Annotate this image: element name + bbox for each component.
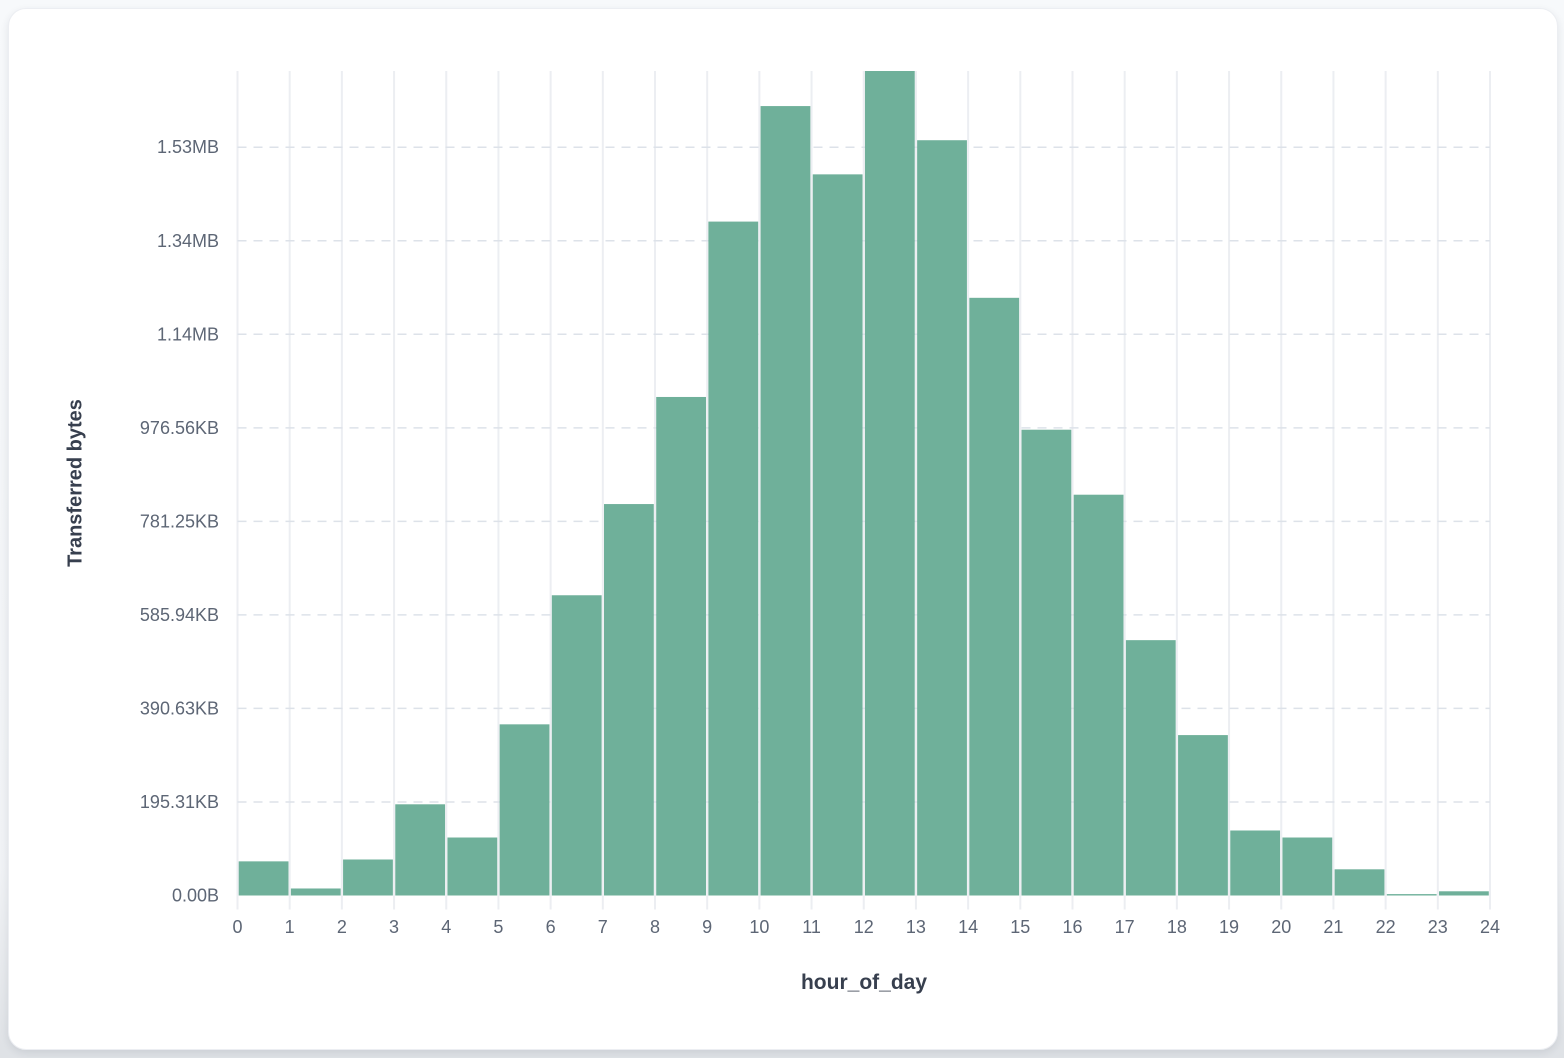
x-tick-label-4: 4 [441, 917, 451, 937]
x-tick-label-16: 16 [1062, 917, 1082, 937]
histogram-bar-hour-15[interactable] [1021, 429, 1072, 896]
x-tick-label-6: 6 [546, 917, 556, 937]
histogram-bar-hour-22[interactable] [1386, 894, 1437, 896]
x-tick-label-20: 20 [1271, 917, 1291, 937]
x-axis-title: hour_of_day [800, 971, 928, 994]
histogram-bar-hour-1[interactable] [290, 888, 341, 896]
y-tick-label-781.25KB: 781.25KB [140, 511, 219, 531]
y-tick-label-976.56KB: 976.56KB [140, 418, 219, 438]
x-tick-label-15: 15 [1010, 917, 1030, 937]
x-tick-label-23: 23 [1428, 917, 1448, 937]
x-tick-label-0: 0 [232, 917, 242, 937]
histogram-bar-hour-10[interactable] [760, 106, 811, 896]
x-tick-label-5: 5 [493, 917, 503, 937]
histogram-bar-hour-2[interactable] [343, 859, 393, 896]
x-tick-label-19: 19 [1219, 917, 1239, 937]
histogram-bar-hour-5[interactable] [499, 724, 550, 896]
histogram-bar-hour-20[interactable] [1282, 837, 1333, 896]
y-tick-label-1.14MB: 1.14MB [157, 324, 219, 344]
histogram-bar-hour-7[interactable] [604, 504, 654, 896]
x-tick-label-24: 24 [1480, 917, 1500, 937]
x-tick-label-3: 3 [389, 917, 399, 937]
x-tick-label-11: 11 [802, 917, 821, 937]
y-tick-label-0.00B: 0.00B [172, 886, 219, 906]
x-tick-label-9: 9 [702, 917, 712, 937]
x-tick-label-14: 14 [958, 917, 978, 937]
histogram-bar-hour-9[interactable] [708, 221, 759, 896]
y-tick-label-195.31KB: 195.31KB [140, 792, 219, 812]
x-tick-label-10: 10 [749, 917, 769, 937]
y-tick-label-585.94KB: 585.94KB [140, 605, 219, 625]
histogram-bar-hour-4[interactable] [447, 837, 498, 896]
y-tick-label-1.53MB: 1.53MB [157, 137, 219, 157]
histogram-bar-hour-18[interactable] [1178, 735, 1228, 896]
histogram-bar-hour-21[interactable] [1334, 869, 1385, 896]
x-tick-label-18: 18 [1167, 917, 1187, 937]
x-tick-label-8: 8 [650, 917, 660, 937]
histogram-bar-hour-17[interactable] [1125, 640, 1176, 896]
x-tick-label-2: 2 [337, 917, 347, 937]
x-tick-label-13: 13 [906, 917, 926, 937]
histogram-bar-hour-8[interactable] [656, 396, 706, 896]
histogram-bar-hour-3[interactable] [395, 804, 446, 896]
y-tick-label-1.34MB: 1.34MB [157, 231, 219, 251]
histogram-bar-hour-11[interactable] [812, 174, 863, 896]
x-tick-label-22: 22 [1376, 917, 1396, 937]
histogram-bar-hour-12[interactable] [864, 71, 915, 896]
x-tick-label-17: 17 [1115, 917, 1135, 937]
histogram-bar-hour-13[interactable] [917, 140, 967, 896]
histogram-bar-hour-19[interactable] [1230, 830, 1281, 896]
x-tick-label-1: 1 [285, 917, 295, 937]
x-tick-label-7: 7 [598, 917, 608, 937]
histogram-bar-hour-0[interactable] [238, 861, 289, 896]
histogram-bar-hour-14[interactable] [969, 297, 1020, 896]
histogram-bar-hour-23[interactable] [1439, 891, 1489, 896]
y-tick-label-390.63KB: 390.63KB [140, 698, 219, 718]
histogram-bar-hour-6[interactable] [551, 595, 602, 896]
x-tick-label-12: 12 [854, 917, 874, 937]
histogram-bar-hour-16[interactable] [1073, 494, 1124, 896]
x-tick-label-21: 21 [1323, 917, 1343, 937]
